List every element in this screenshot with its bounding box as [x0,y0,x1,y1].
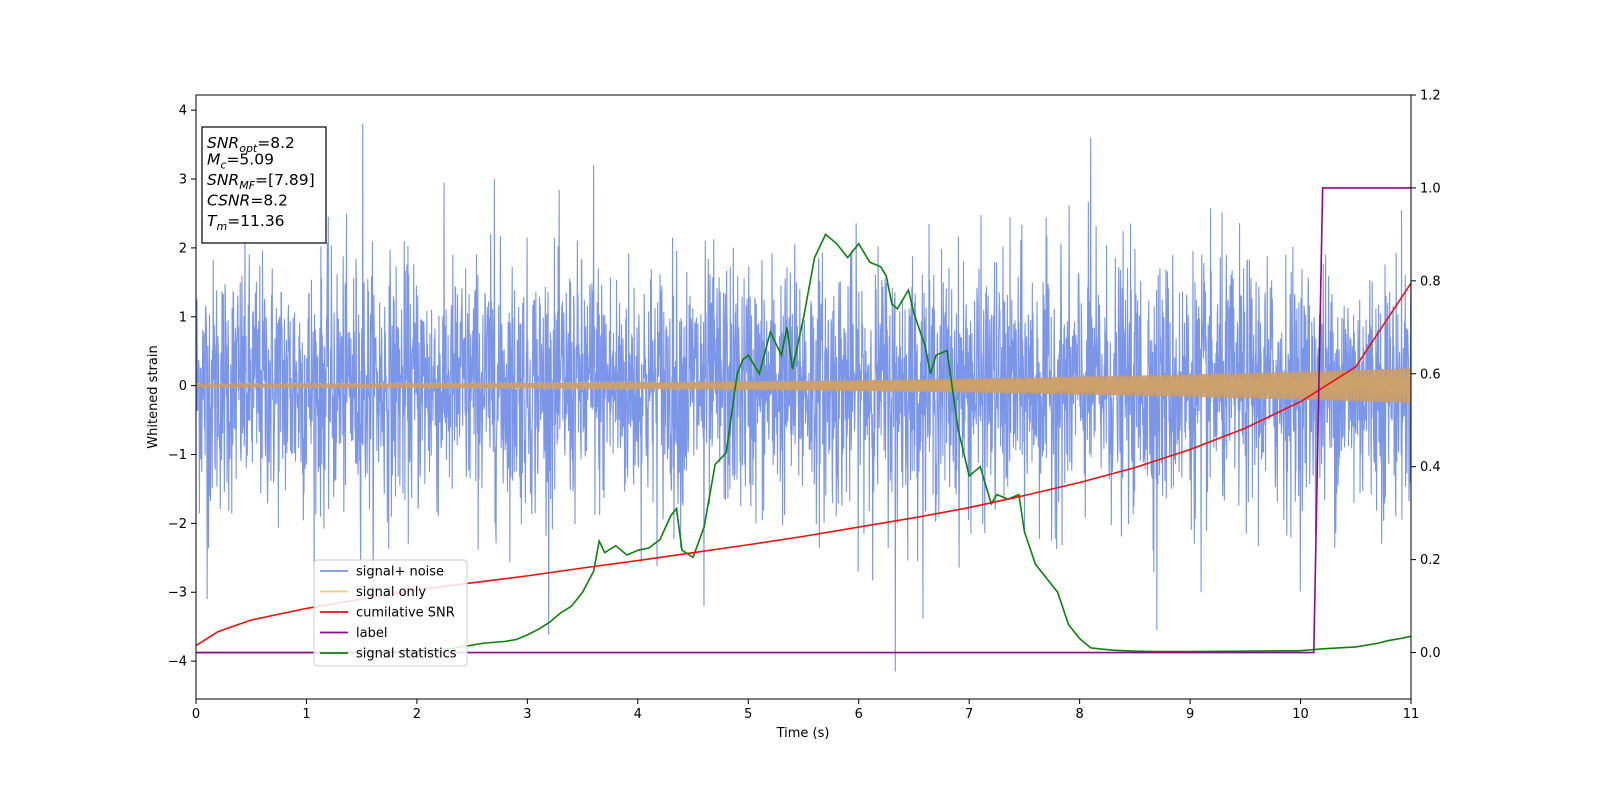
series-line [196,187,1411,654]
x-tick-label: 1 [302,707,310,722]
y-tick: −1 [168,448,196,463]
y2-tick: 1.0 [1411,181,1441,196]
annotation-line: CSNR=8.2 [207,192,288,210]
x-tick: 11 [1403,699,1420,722]
x-tick: 6 [855,699,863,722]
legend-frame [313,559,468,667]
x-tick: 2 [413,699,421,722]
y-tick-label: −4 [168,655,187,670]
y2-tick-label: 0.6 [1420,367,1441,382]
x-tick: 8 [1075,699,1084,722]
y2-tick-label: 0.0 [1420,646,1441,661]
y2-tick: 0.8 [1411,274,1441,289]
legend-entry: cumilative SNR [320,606,455,621]
x-tick-label: 11 [1403,707,1420,722]
y-tick-label: 3 [179,173,187,188]
y2-tick: 1.2 [1411,89,1441,104]
y-tick: 2 [179,241,196,256]
y-tick-label: 2 [179,241,187,256]
x-tick-label: 6 [855,707,863,722]
legend-label: cumilative SNR [356,606,455,621]
y-tick-label: −1 [168,448,187,463]
y-tick: 1 [179,310,196,325]
series-label [196,187,1411,654]
x-tick-label: 7 [965,707,973,722]
annotation-frame [201,126,327,244]
y2-tick-label: 0.2 [1420,553,1441,568]
legend: signal+ noise signal only cumilative SNR la… [313,559,468,667]
y2-tick-label: 1.0 [1420,181,1441,196]
y-tick-label: 4 [179,104,187,119]
y-tick: 0 [179,379,196,394]
y-tick: −2 [168,517,196,532]
x-tick-label: 9 [1186,707,1194,722]
x-tick-label: 8 [1075,707,1083,722]
legend-label: label [356,626,387,641]
annotation-line: SNRopt=8.2 [207,134,295,155]
y-tick: 3 [179,173,196,188]
legend-entry: signal+ noise [320,565,444,580]
annotation-line: SNRMF=[7.89] [207,171,315,192]
legend-entry: label [320,626,387,641]
annotation-line: Mc=5.09 [207,151,274,172]
x-tick: 5 [744,699,752,722]
y2-tick-label: 1.2 [1420,89,1441,104]
y2-tick: 0.0 [1411,646,1441,661]
y2-tick-label: 0.8 [1420,274,1441,289]
y-tick: −3 [168,586,196,601]
y-tick-label: −3 [168,586,187,601]
x-tick: 7 [965,699,973,722]
series-signal-only [196,368,1411,403]
x-tick: 3 [523,699,532,722]
x-tick-label: 10 [1292,707,1309,722]
y-axis-left: −4 −3 −2 −1 0 1 2 3 4 [168,104,196,670]
y2-tick: 0.4 [1411,460,1441,475]
x-tick-label: 2 [413,707,421,722]
legend-entry: signal statistics [320,647,457,662]
legend-label: signal statistics [356,647,457,662]
x-tick: 1 [302,699,311,722]
x-tick: 9 [1186,699,1194,722]
y-tick-label: 0 [179,379,187,394]
x-axis-label: Time (s) [776,726,830,741]
y-axis-right: 0.0 0.2 0.4 0.6 0.8 1.0 1.2 [1411,89,1441,661]
y-tick: 4 [179,104,196,119]
annotation-line: Tm=11.36 [207,212,285,233]
signal-noise-line [196,123,1411,672]
x-tick: 0 [192,699,200,722]
x-tick: 10 [1292,699,1309,722]
plot-frame [195,94,1412,700]
signal-only-band [196,368,1411,403]
legend-entry: signal only [320,585,426,600]
legend-label: signal+ noise [356,565,444,580]
x-tick-label: 4 [634,707,642,722]
x-tick-label: 5 [744,707,752,722]
y-axis-label: Whitened strain [146,345,161,448]
series-signal-statistics [196,233,1411,654]
y-tick-label: 1 [179,310,187,325]
y-tick-label: −2 [168,517,187,532]
x-axis: 0 1 2 3 4 5 6 7 8 9 10 11 [192,699,1419,722]
x-tick-label: 0 [192,707,200,722]
y2-tick: 0.2 [1411,553,1441,568]
x-tick-label: 3 [523,707,531,722]
legend-label: signal only [356,585,426,600]
y-tick: −4 [168,655,196,670]
y2-tick: 0.6 [1411,367,1441,382]
x-tick: 4 [634,699,642,722]
series-line [196,233,1411,654]
y2-tick-label: 0.4 [1420,460,1441,475]
series-signal-noise [196,123,1411,672]
